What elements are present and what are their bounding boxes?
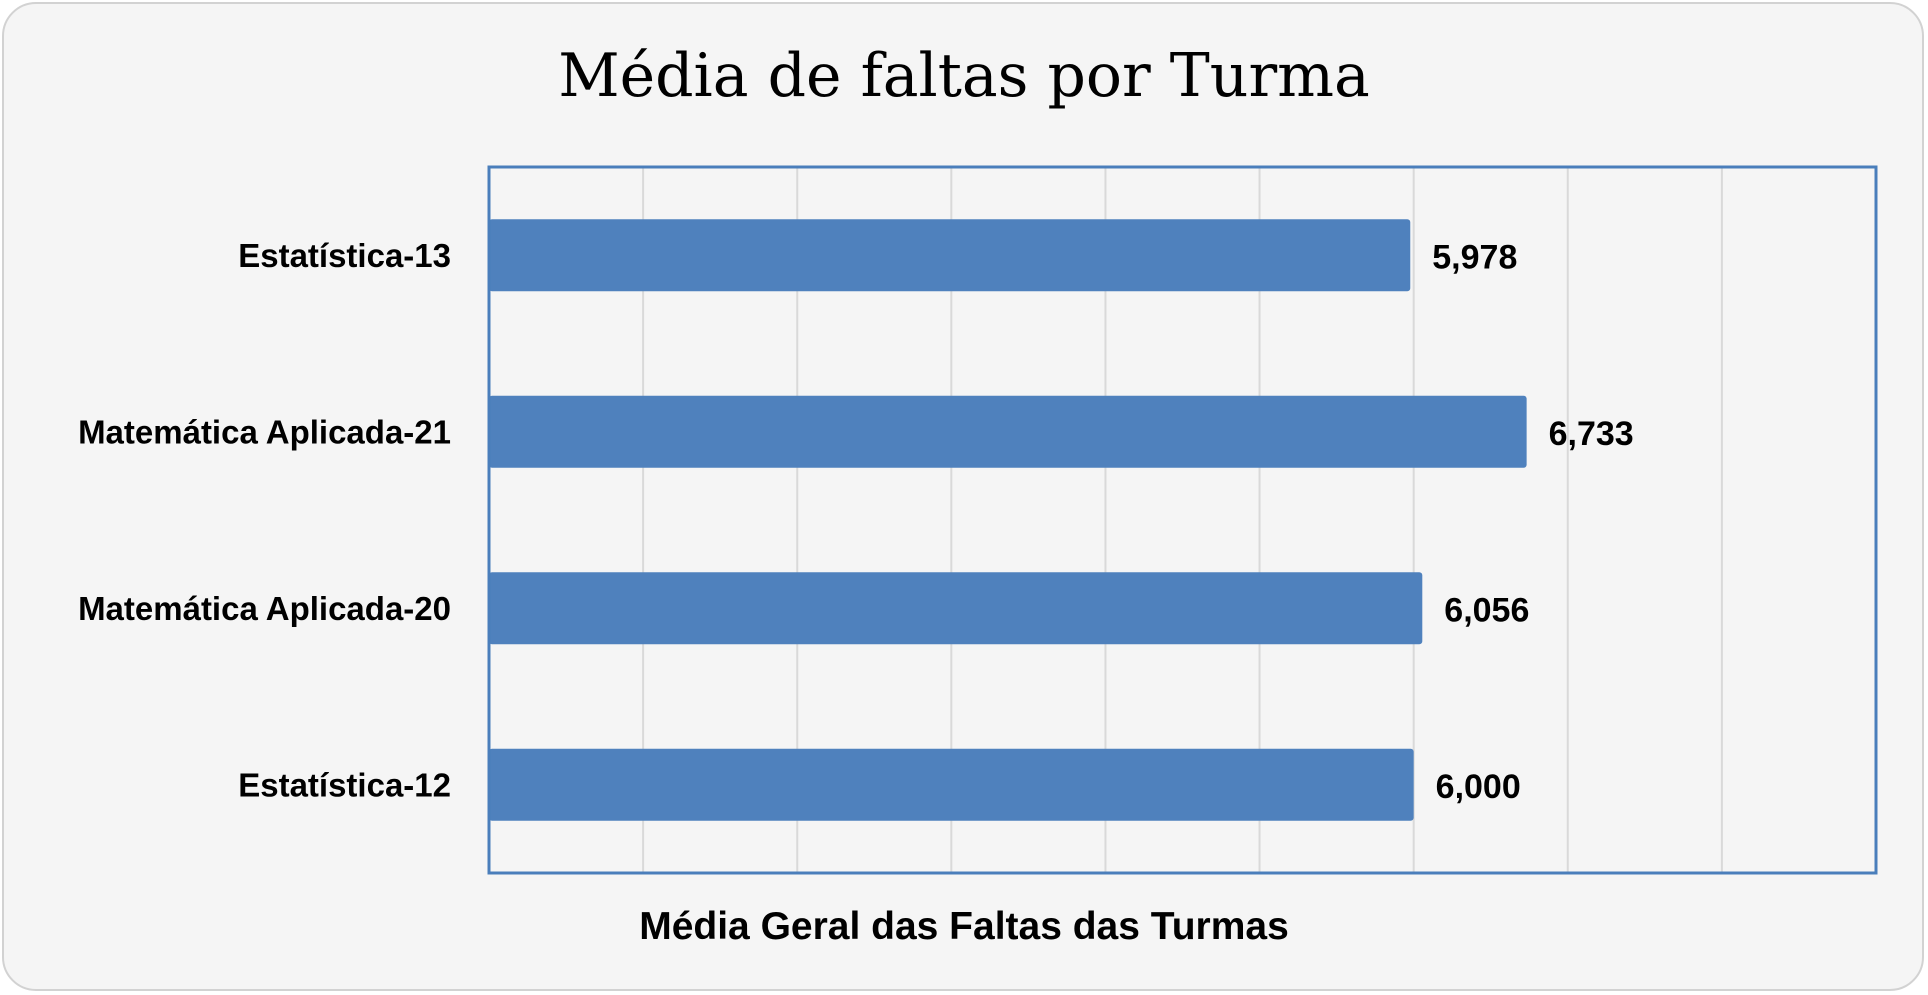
chart-title: Média de faltas por Turma	[558, 41, 1370, 111]
data-label: 5,978	[1432, 238, 1517, 276]
plot-area-border	[487, 165, 1878, 875]
x-axis-title: Média Geral das Faltas das Turmas	[639, 905, 1289, 948]
bars	[489, 219, 1527, 821]
category-label: Matemática Aplicada-21	[78, 413, 451, 450]
category-label: Estatística-12	[238, 766, 451, 803]
bar	[489, 748, 1414, 821]
category-label: Matemática Aplicada-20	[78, 590, 451, 627]
data-label: 6,000	[1436, 768, 1521, 806]
bar	[489, 219, 1411, 292]
data-labels: 5,978 6,733 6,056 6,000	[1432, 238, 1633, 806]
bar	[489, 395, 1527, 468]
data-label: 6,733	[1549, 415, 1634, 453]
category-label: Estatística-13	[238, 237, 451, 274]
data-label: 6,056	[1444, 591, 1529, 629]
bar	[489, 572, 1423, 645]
category-labels: Estatística-13 Matemática Aplicada-21 Mate…	[78, 237, 451, 804]
